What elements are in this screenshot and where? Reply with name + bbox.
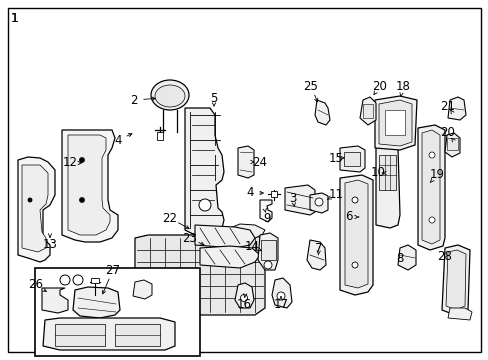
Polygon shape bbox=[133, 280, 152, 299]
Polygon shape bbox=[229, 224, 264, 238]
Text: 20: 20 bbox=[372, 80, 386, 93]
Bar bbox=[446, 138, 457, 150]
Polygon shape bbox=[18, 157, 55, 262]
Polygon shape bbox=[375, 145, 399, 228]
Polygon shape bbox=[359, 97, 375, 125]
Polygon shape bbox=[339, 146, 364, 172]
Polygon shape bbox=[42, 288, 68, 313]
Text: 18: 18 bbox=[395, 80, 409, 93]
Circle shape bbox=[276, 292, 285, 300]
Bar bbox=[378, 155, 395, 190]
Text: 17: 17 bbox=[273, 297, 288, 310]
Polygon shape bbox=[314, 100, 329, 125]
Polygon shape bbox=[421, 130, 439, 244]
Polygon shape bbox=[447, 97, 465, 120]
Polygon shape bbox=[260, 200, 271, 222]
Polygon shape bbox=[417, 125, 444, 250]
Polygon shape bbox=[378, 100, 411, 146]
Bar bbox=[343, 152, 359, 166]
Text: 27: 27 bbox=[105, 264, 120, 276]
Polygon shape bbox=[22, 165, 48, 252]
Bar bbox=[384, 110, 404, 135]
Text: 26: 26 bbox=[28, 279, 43, 292]
Text: 15: 15 bbox=[328, 152, 343, 165]
Text: 8: 8 bbox=[395, 252, 403, 265]
Text: 7: 7 bbox=[315, 242, 322, 255]
Circle shape bbox=[428, 152, 434, 158]
Polygon shape bbox=[184, 108, 224, 237]
Circle shape bbox=[264, 261, 271, 269]
Text: 10: 10 bbox=[370, 166, 385, 180]
Circle shape bbox=[73, 275, 83, 285]
Text: 4: 4 bbox=[114, 134, 122, 147]
Circle shape bbox=[199, 199, 210, 211]
Polygon shape bbox=[397, 245, 415, 270]
Circle shape bbox=[240, 294, 247, 302]
Text: 11: 11 bbox=[328, 189, 343, 202]
Polygon shape bbox=[73, 287, 120, 318]
Bar bbox=[270, 191, 276, 197]
Text: 4: 4 bbox=[246, 186, 253, 199]
Text: 28: 28 bbox=[437, 251, 451, 264]
Circle shape bbox=[428, 217, 434, 223]
Circle shape bbox=[351, 197, 357, 203]
Circle shape bbox=[60, 275, 70, 285]
Bar bbox=[115, 324, 160, 346]
Bar bbox=[157, 132, 163, 140]
Polygon shape bbox=[235, 283, 253, 308]
Polygon shape bbox=[339, 175, 372, 295]
Circle shape bbox=[80, 158, 84, 162]
Text: 1: 1 bbox=[11, 12, 19, 24]
Text: 22: 22 bbox=[162, 211, 177, 225]
Text: 5: 5 bbox=[210, 91, 217, 104]
Polygon shape bbox=[441, 245, 469, 315]
Polygon shape bbox=[447, 308, 471, 320]
Text: 24: 24 bbox=[252, 156, 267, 168]
Circle shape bbox=[80, 198, 84, 202]
Text: 25: 25 bbox=[303, 80, 318, 93]
Polygon shape bbox=[306, 240, 325, 270]
Polygon shape bbox=[238, 146, 253, 178]
Circle shape bbox=[314, 198, 323, 206]
Text: 21: 21 bbox=[440, 99, 454, 112]
Polygon shape bbox=[374, 96, 416, 150]
Polygon shape bbox=[135, 235, 264, 315]
Polygon shape bbox=[258, 233, 278, 270]
Bar bbox=[35, 268, 200, 356]
Text: 14: 14 bbox=[244, 240, 259, 253]
Text: 16: 16 bbox=[236, 297, 251, 310]
Ellipse shape bbox=[155, 85, 184, 107]
Polygon shape bbox=[444, 133, 459, 157]
Polygon shape bbox=[309, 193, 327, 213]
Text: 12: 12 bbox=[62, 157, 77, 170]
Text: 3: 3 bbox=[289, 192, 296, 204]
Polygon shape bbox=[345, 180, 367, 288]
Bar bbox=[55, 324, 105, 346]
Bar bbox=[362, 104, 372, 118]
Bar bbox=[91, 278, 99, 283]
Circle shape bbox=[351, 262, 357, 268]
Ellipse shape bbox=[151, 80, 189, 110]
Polygon shape bbox=[200, 246, 260, 268]
Text: 13: 13 bbox=[42, 238, 57, 251]
Text: 20: 20 bbox=[440, 126, 454, 139]
Text: 19: 19 bbox=[428, 168, 444, 181]
Text: 9: 9 bbox=[263, 211, 270, 225]
Polygon shape bbox=[271, 278, 291, 308]
Bar bbox=[261, 240, 275, 260]
Text: 2: 2 bbox=[130, 94, 138, 107]
Text: 6: 6 bbox=[345, 211, 352, 224]
Polygon shape bbox=[62, 130, 118, 242]
Polygon shape bbox=[68, 135, 110, 235]
Text: 23: 23 bbox=[182, 231, 197, 244]
Polygon shape bbox=[445, 250, 465, 310]
Text: 1: 1 bbox=[11, 12, 19, 24]
Circle shape bbox=[28, 198, 32, 202]
Polygon shape bbox=[43, 318, 175, 350]
Polygon shape bbox=[195, 225, 254, 248]
Polygon shape bbox=[285, 185, 314, 215]
